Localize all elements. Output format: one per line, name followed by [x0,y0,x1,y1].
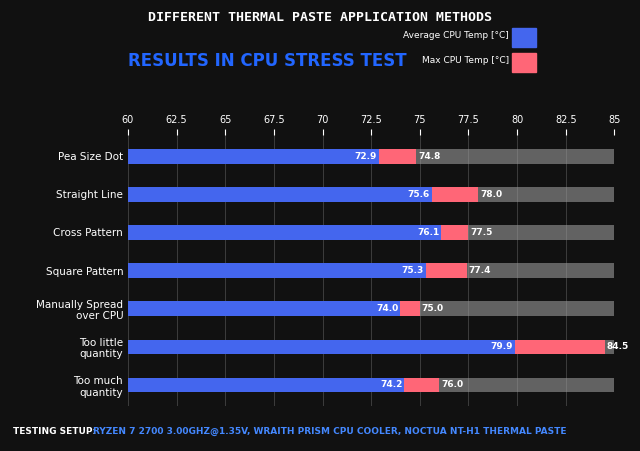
Bar [128,301,614,316]
Bar [128,340,515,354]
Text: 75.3: 75.3 [401,266,424,275]
Text: 79.9: 79.9 [491,342,513,351]
Text: RESULTS IN CPU STRESS TEST: RESULTS IN CPU STRESS TEST [128,52,406,70]
Bar [128,377,404,392]
Text: 72.9: 72.9 [355,152,377,161]
Bar [515,340,605,354]
Bar [404,377,439,392]
Bar [128,263,614,278]
Text: Average CPU Temp [°C]: Average CPU Temp [°C] [403,31,509,40]
Bar [128,149,614,164]
Bar [401,301,420,316]
Text: Max CPU Temp [°C]: Max CPU Temp [°C] [422,56,509,65]
Text: 74.2: 74.2 [380,381,403,389]
Bar [431,187,478,202]
Text: 74.0: 74.0 [376,304,399,313]
Bar [128,187,431,202]
Bar [128,225,614,240]
Text: 84.5: 84.5 [607,342,629,351]
Text: 77.4: 77.4 [468,266,491,275]
Text: 75.6: 75.6 [407,190,429,199]
Bar [128,187,614,202]
Text: 75.0: 75.0 [422,304,444,313]
Bar [128,377,614,392]
Text: 76.0: 76.0 [441,381,463,389]
Bar [441,225,468,240]
Bar [128,301,401,316]
Text: DIFFERENT THERMAL PASTE APPLICATION METHODS: DIFFERENT THERMAL PASTE APPLICATION METH… [148,11,492,24]
Bar [128,340,614,354]
Bar [128,263,426,278]
Bar [379,149,416,164]
Text: RYZEN 7 2700 3.00GHZ@1.35V, WRAITH PRISM CPU COOLER, NOCTUA NT-H1 THERMAL PASTE: RYZEN 7 2700 3.00GHZ@1.35V, WRAITH PRISM… [93,427,566,437]
Bar [128,149,379,164]
Bar [426,263,467,278]
Text: 78.0: 78.0 [480,190,502,199]
Text: 77.5: 77.5 [470,228,493,237]
Bar [128,225,441,240]
Text: 74.8: 74.8 [418,152,440,161]
Text: TESTING SETUP:: TESTING SETUP: [13,428,96,436]
Text: 76.1: 76.1 [417,228,439,237]
